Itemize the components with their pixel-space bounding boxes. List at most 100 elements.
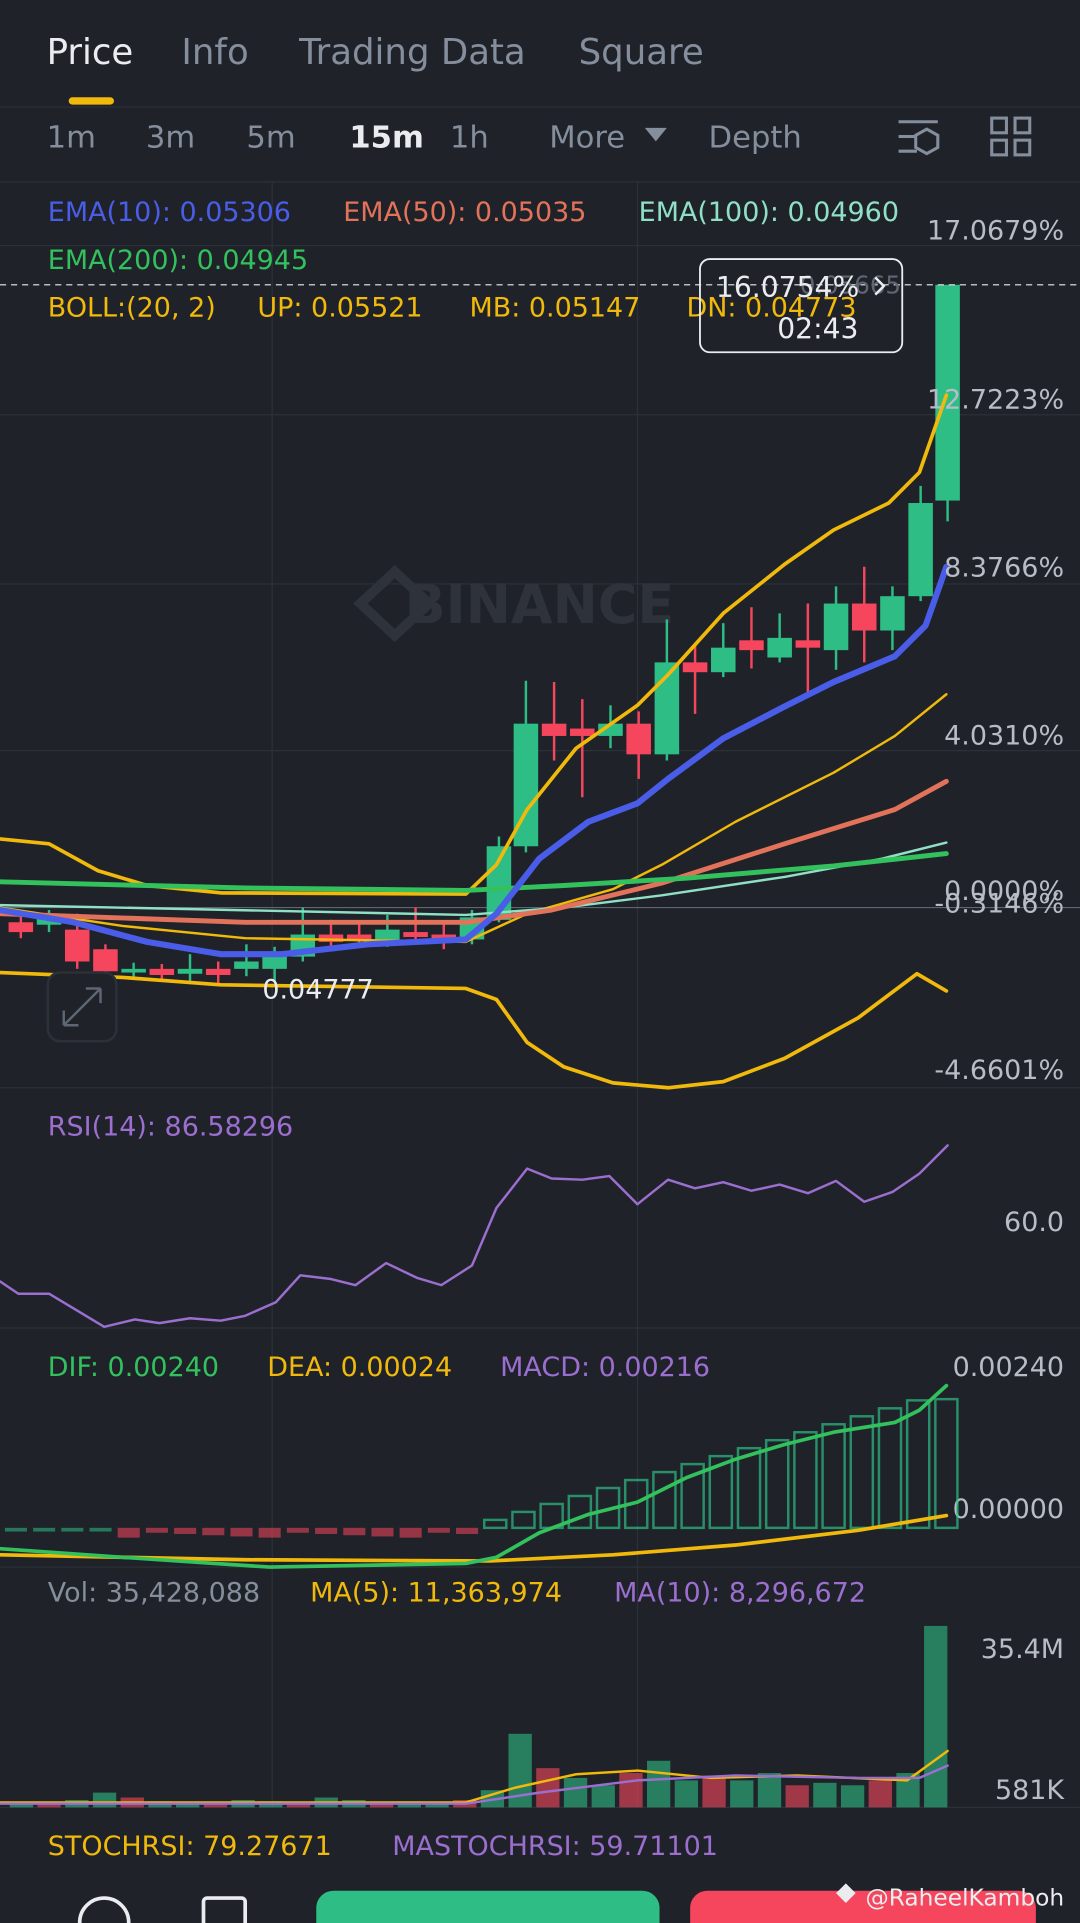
stochrsi-label: MASTOCHRSI: 59.71101 xyxy=(392,1831,718,1862)
volume-bar xyxy=(924,1625,948,1808)
dea-line xyxy=(0,1513,949,1563)
macd-bar xyxy=(230,1527,253,1537)
candle-body xyxy=(767,637,792,658)
rsi-label: RSI(14): 86.58296 xyxy=(48,1112,293,1143)
volume-bar xyxy=(813,1782,837,1808)
candle-body xyxy=(935,284,960,501)
vol-label: MA(10): 8,296,672 xyxy=(614,1577,866,1608)
axis-label: 12.7223% xyxy=(927,385,1064,416)
macd-label: DIF: 0.00240 xyxy=(48,1352,219,1383)
candles xyxy=(8,284,960,984)
boll-mb xyxy=(0,693,948,944)
axis-label: 581K xyxy=(995,1775,1065,1806)
macd-bar xyxy=(764,1438,790,1530)
axis-label: 35.4M xyxy=(981,1634,1064,1665)
credit-logo xyxy=(836,1883,856,1903)
macd-bar xyxy=(877,1407,903,1530)
candle-body xyxy=(880,596,905,631)
interval[interactable]: 5m xyxy=(246,121,295,156)
boll-label: BOLL:(20, 2) xyxy=(48,293,216,324)
candle-body xyxy=(851,603,877,631)
macd-bar xyxy=(61,1527,84,1532)
interval[interactable]: 15m xyxy=(349,121,424,156)
tab[interactable]: Trading Data xyxy=(298,32,526,73)
candle-body xyxy=(8,922,34,933)
interval[interactable]: 1h xyxy=(450,121,489,156)
volume-bar xyxy=(563,1777,588,1808)
vol-ma10 xyxy=(0,1764,949,1805)
candle-body xyxy=(403,932,428,937)
volume-bar xyxy=(896,1773,920,1808)
axis-label: -0.3146% xyxy=(934,888,1064,919)
ema-label: EMA(50): 0.05035 xyxy=(343,197,586,228)
boll-label: UP: 0.05521 xyxy=(257,293,422,324)
boll-label: DN: 0.04773 xyxy=(686,293,856,324)
macd-bar xyxy=(145,1527,168,1533)
candle-body xyxy=(121,968,146,973)
tab[interactable]: Price xyxy=(47,32,134,73)
dropdown-arrow xyxy=(644,127,667,142)
interval[interactable]: 1m xyxy=(47,121,96,156)
sell-button[interactable] xyxy=(690,1890,1036,1923)
volume-bar xyxy=(619,1773,643,1808)
candle-body xyxy=(739,640,764,651)
macd-label: DEA: 0.00024 xyxy=(267,1352,452,1383)
tab[interactable]: Square xyxy=(579,32,704,73)
candle-body xyxy=(64,929,90,962)
axis-label: 17.0679% xyxy=(927,215,1064,246)
axis-label: 60.0 xyxy=(1004,1207,1064,1238)
candle-body xyxy=(205,968,231,975)
vol-label: MA(5): 11,363,974 xyxy=(310,1577,562,1608)
candle-body xyxy=(541,723,567,736)
macd-bar xyxy=(482,1518,508,1530)
ema-label: EMA(200): 0.04945 xyxy=(48,245,308,276)
interval[interactable]: Depth xyxy=(709,121,802,156)
ema-label: EMA(100): 0.04960 xyxy=(639,197,899,228)
watermark-logo xyxy=(353,564,437,643)
layout-icon[interactable] xyxy=(990,116,1032,157)
volume-bar xyxy=(840,1785,865,1808)
icon[interactable] xyxy=(201,1896,248,1923)
tab[interactable]: Info xyxy=(181,32,248,73)
ema50 xyxy=(0,778,949,925)
candle-body xyxy=(908,503,933,597)
ema-label: EMA(10): 0.05306 xyxy=(48,197,291,228)
macd-bar xyxy=(89,1527,112,1532)
macd-bar xyxy=(33,1527,56,1532)
tooltip-countdown: 02:43 xyxy=(777,313,858,346)
candle-body xyxy=(795,640,821,648)
low-label: 0.04777 xyxy=(262,974,373,1005)
macd-bar xyxy=(258,1527,281,1538)
axis-label: 0.0000% xyxy=(944,876,1064,907)
chevron xyxy=(874,276,886,296)
volume-bar xyxy=(591,1785,615,1808)
interval[interactable]: More xyxy=(549,121,625,156)
tooltip-box[interactable] xyxy=(699,258,904,354)
volume-bar xyxy=(536,1768,560,1808)
macd-bar xyxy=(793,1431,818,1530)
macd-bar xyxy=(286,1527,309,1533)
candle-body xyxy=(318,934,344,942)
candle-body xyxy=(262,956,287,969)
settings-icon[interactable] xyxy=(898,120,940,156)
macd-bar xyxy=(4,1527,27,1532)
tooltip-change: 16.0754% xyxy=(716,271,859,304)
candle-body xyxy=(375,929,400,940)
volume-bar xyxy=(868,1780,892,1808)
axis-label: 8.3766% xyxy=(944,553,1064,584)
candle-body xyxy=(626,723,651,755)
candle-body xyxy=(93,949,118,972)
macd-bar xyxy=(934,1397,959,1530)
candle-body xyxy=(234,961,259,969)
macd-bar xyxy=(117,1527,140,1538)
macd-bar xyxy=(343,1527,366,1536)
candle-body xyxy=(570,728,595,736)
boll-label: MB: 0.05147 xyxy=(470,293,641,324)
tab-indicator xyxy=(68,97,115,105)
buy-button[interactable] xyxy=(316,1890,660,1923)
macd-bar xyxy=(399,1527,422,1538)
interval[interactable]: 3m xyxy=(146,121,195,156)
macd-bar xyxy=(202,1527,225,1536)
